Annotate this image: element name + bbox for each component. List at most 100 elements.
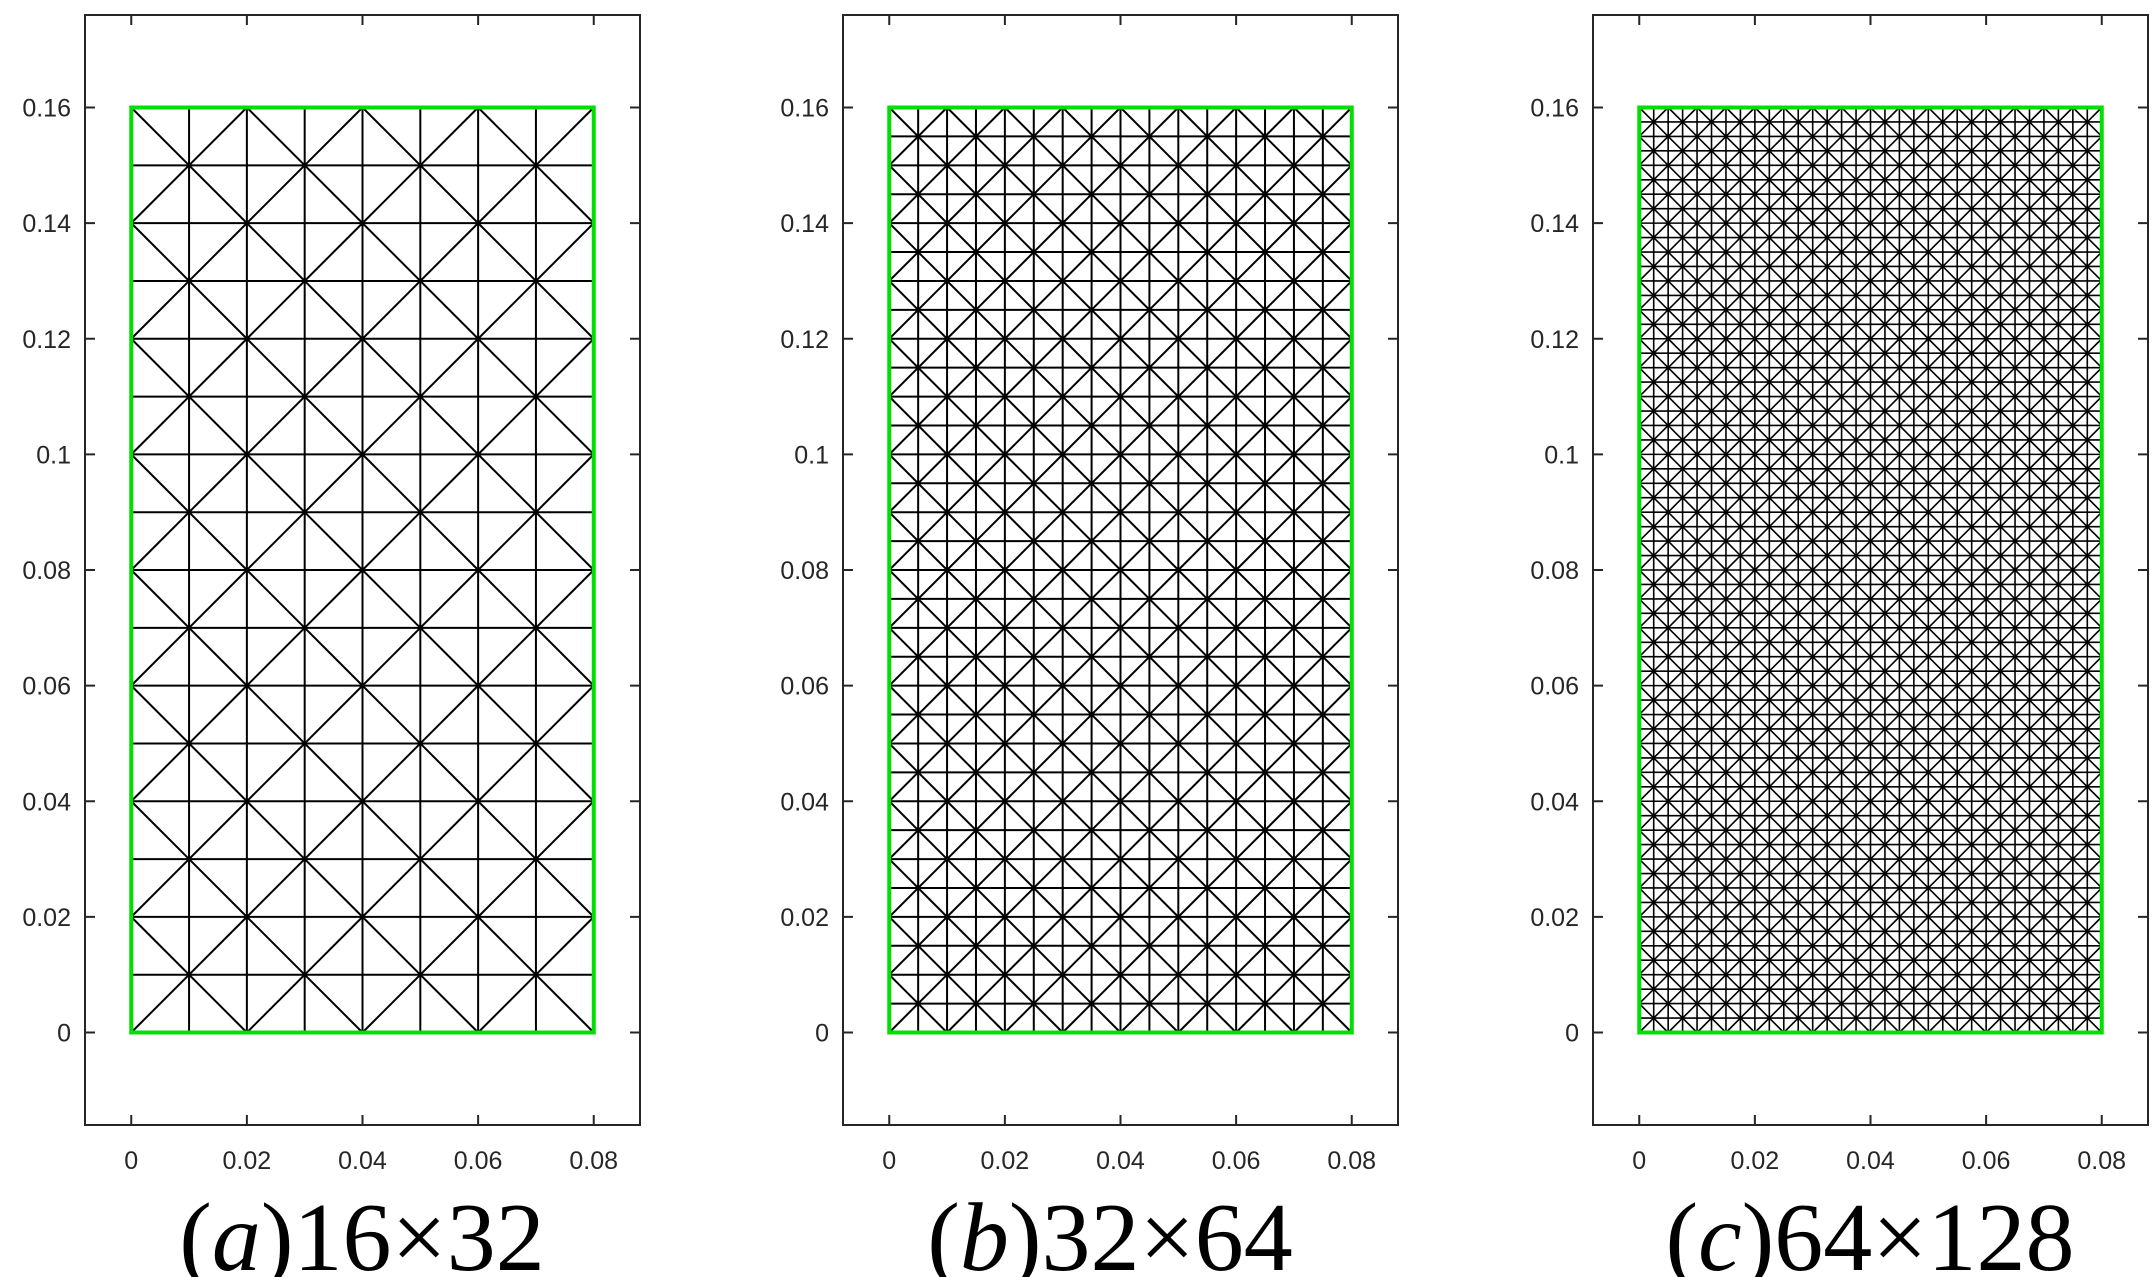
mesh-diagonal-line bbox=[1206, 569, 1237, 600]
mesh-diagonal-line bbox=[1927, 988, 1944, 1005]
mesh-diagonal-line bbox=[1826, 150, 1843, 166]
mesh-diagonal-line bbox=[2028, 309, 2045, 325]
mesh-diagonal-line bbox=[1855, 294, 1872, 311]
mesh-diagonal-line bbox=[1768, 294, 1785, 311]
mesh-diagonal-line bbox=[1768, 829, 1785, 846]
mesh-diagonal-line bbox=[1985, 612, 2002, 629]
mesh-diagonal-line bbox=[1667, 424, 1684, 441]
mesh-diagonal-line bbox=[1667, 872, 1684, 889]
mesh-diagonal-line bbox=[1206, 511, 1237, 542]
mesh-diagonal-line bbox=[1638, 742, 1655, 759]
mesh-diagonal-line bbox=[1696, 598, 1713, 614]
mesh-diagonal-line bbox=[1710, 179, 1727, 195]
mesh-diagonal-line bbox=[1942, 323, 1958, 340]
mesh-diagonal-line bbox=[1638, 381, 1655, 398]
mesh-diagonal-line bbox=[1869, 540, 1886, 557]
mesh-diagonal-line bbox=[2014, 670, 2031, 687]
mesh-diagonal-line bbox=[1985, 872, 2002, 889]
mesh-diagonal-line bbox=[1322, 309, 1353, 340]
mesh-diagonal-line bbox=[1826, 844, 1843, 860]
mesh-diagonal-line bbox=[1841, 1003, 1857, 1019]
mesh-diagonal-line bbox=[1971, 786, 1987, 802]
mesh-diagonal-line bbox=[1942, 106, 1958, 123]
mesh-diagonal-line bbox=[1985, 511, 2002, 528]
mesh-diagonal-line bbox=[1913, 439, 1929, 455]
mesh-diagonal-line bbox=[1667, 511, 1684, 528]
mesh-diagonal-line bbox=[1942, 381, 1958, 398]
mesh-diagonal-line bbox=[1768, 193, 1785, 210]
x-tick-label: 0 bbox=[1632, 1147, 1646, 1175]
mesh-diagonal-line bbox=[2014, 150, 2031, 166]
mesh-diagonal-line bbox=[1985, 265, 2002, 282]
mesh-diagonal-line bbox=[1653, 352, 1669, 369]
mesh-diagonal-line bbox=[1061, 945, 1093, 976]
mesh-diagonal-line bbox=[1119, 482, 1151, 513]
mesh-diagonal-line bbox=[888, 742, 919, 774]
mesh-diagonal-line bbox=[1942, 468, 1958, 484]
mesh-diagonal-line bbox=[2043, 583, 2059, 600]
mesh-diagonal-line bbox=[1985, 742, 2002, 759]
mesh-diagonal-line bbox=[1725, 468, 1741, 484]
mesh-diagonal-line bbox=[1812, 367, 1828, 383]
mesh-diagonal-line bbox=[2014, 294, 2031, 311]
y-tick-label: 0 bbox=[57, 1020, 71, 1048]
mesh-diagonal-line bbox=[1942, 757, 1958, 773]
mesh-diagonal-line bbox=[1783, 815, 1799, 831]
mesh-diagonal-line bbox=[1913, 612, 1929, 629]
mesh-diagonal-line bbox=[2028, 222, 2045, 239]
mesh-diagonal-line bbox=[1797, 786, 1814, 802]
mesh-diagonal-line bbox=[2086, 959, 2103, 976]
mesh-diagonal-line bbox=[1653, 872, 1669, 889]
mesh-diagonal-line bbox=[188, 627, 248, 687]
mesh-diagonal-line bbox=[2057, 106, 2074, 123]
mesh-diagonal-line bbox=[2000, 410, 2016, 427]
mesh-diagonal-line bbox=[2086, 150, 2103, 166]
mesh-diagonal-line bbox=[1898, 887, 1915, 903]
mesh-diagonal-line bbox=[1090, 1002, 1122, 1034]
mesh-diagonal-line bbox=[2072, 135, 2088, 152]
mesh-diagonal-line bbox=[1754, 872, 1770, 889]
mesh-diagonal-line bbox=[1710, 424, 1727, 441]
mesh-diagonal-line bbox=[1682, 294, 1698, 311]
mesh-diagonal-line bbox=[1826, 424, 1843, 441]
mesh-diagonal-line bbox=[1033, 829, 1064, 860]
mesh-diagonal-line bbox=[1033, 771, 1064, 802]
mesh-diagonal-line bbox=[1927, 309, 1944, 325]
mesh-diagonal-line bbox=[1638, 670, 1655, 687]
mesh-diagonal-line bbox=[1667, 453, 1684, 470]
mesh-diagonal-line bbox=[975, 1002, 1006, 1034]
mesh-diagonal-line bbox=[1033, 280, 1064, 311]
mesh-diagonal-line bbox=[1754, 959, 1770, 976]
mesh-diagonal-line bbox=[2000, 208, 2016, 224]
mesh-diagonal-line bbox=[1783, 540, 1799, 557]
mesh-diagonal-line bbox=[1148, 280, 1180, 311]
mesh-diagonal-line bbox=[130, 569, 190, 629]
mesh-diagonal-line bbox=[1898, 670, 1915, 687]
y-tick-label: 0.04 bbox=[1530, 788, 1579, 816]
mesh-diagonal-line bbox=[2086, 323, 2103, 340]
mesh-diagonal-line bbox=[1985, 583, 2002, 600]
mesh-diagonal-line bbox=[1119, 627, 1151, 658]
mesh-diagonal-line bbox=[2086, 656, 2103, 672]
mesh-diagonal-line bbox=[1841, 829, 1857, 846]
mesh-diagonal-line bbox=[1725, 1017, 1741, 1034]
mesh-diagonal-line bbox=[1985, 988, 2002, 1005]
mesh-diagonal-line bbox=[1942, 179, 1958, 195]
mesh-diagonal-line bbox=[2000, 367, 2016, 383]
mesh-diagonal-line bbox=[1971, 872, 1987, 889]
mesh-diagonal-line bbox=[1797, 1003, 1814, 1019]
mesh-diagonal-line bbox=[2028, 280, 2045, 296]
mesh-diagonal-line bbox=[1739, 728, 1756, 745]
mesh-diagonal-line bbox=[1710, 193, 1727, 210]
mesh-diagonal-line bbox=[1638, 771, 1655, 788]
mesh-diagonal-line bbox=[1884, 627, 1900, 643]
mesh-diagonal-line bbox=[1985, 713, 2002, 730]
domain-boundary bbox=[887, 105, 1354, 1035]
mesh-diagonal-line bbox=[1004, 482, 1035, 513]
mesh-diagonal-line bbox=[1768, 901, 1785, 918]
mesh-diagonal-line bbox=[2028, 685, 2045, 701]
mesh-diagonal-line bbox=[888, 945, 919, 976]
mesh-diagonal-line bbox=[1061, 280, 1093, 311]
mesh-diagonal-line bbox=[1812, 771, 1828, 788]
mesh-diagonal-line bbox=[1855, 164, 1872, 181]
